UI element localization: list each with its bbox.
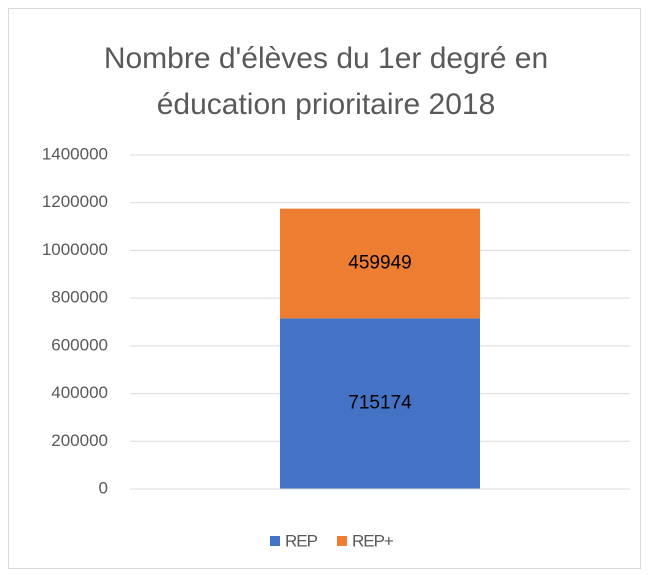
data-label: 715174 — [348, 393, 412, 414]
legend-swatch — [336, 536, 347, 546]
y-tick-label: 1200000 — [42, 192, 108, 211]
y-tick-label: 400000 — [51, 383, 108, 402]
legend-label: REP+ — [352, 531, 394, 550]
legend-label: REP — [285, 531, 318, 550]
legend-swatch — [270, 536, 280, 546]
y-tick-label: 600000 — [51, 335, 108, 354]
chart-border — [8, 8, 641, 569]
bar-segment — [280, 318, 480, 489]
y-tick-label: 800000 — [51, 288, 108, 307]
data-label: 459949 — [348, 253, 411, 274]
y-tick-label: 0 — [99, 478, 108, 497]
y-tick-label: 1000000 — [42, 240, 108, 259]
bar-segment — [280, 208, 480, 319]
y-tick-label: 1400000 — [42, 144, 108, 163]
y-tick-label: 200000 — [51, 431, 108, 450]
chart-title: Nombre d'élèves du 1er degré en éducatio… — [103, 42, 549, 121]
